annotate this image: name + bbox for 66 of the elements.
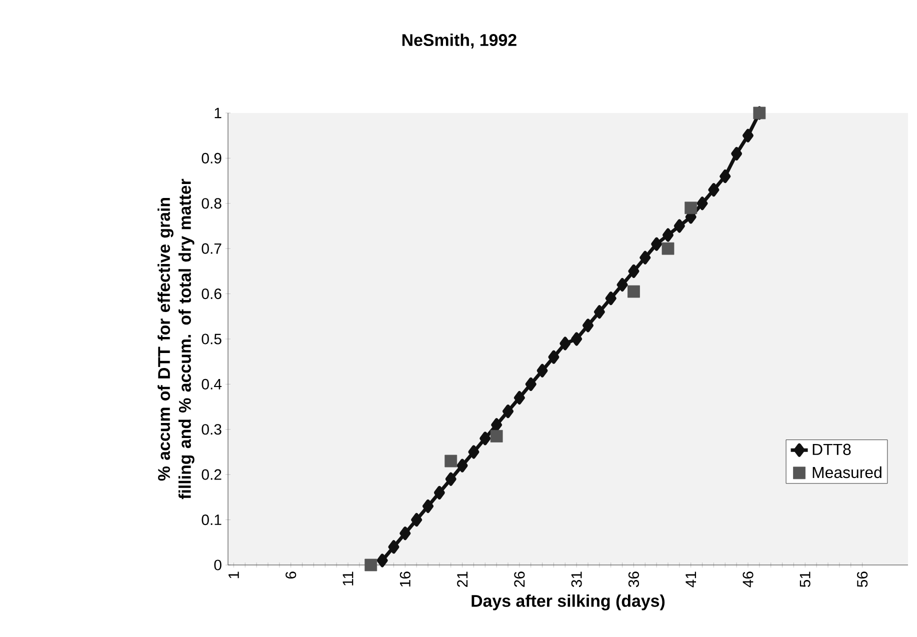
point (514, 390, 525, 404)
point (480, 432, 491, 446)
point (456, 458, 468, 472)
x-tick-label: 56 (856, 572, 868, 588)
y-tick-label: 0.4 (202, 378, 222, 390)
point (445, 472, 456, 486)
x-tick-label: 21 (457, 572, 468, 587)
point (548, 350, 560, 364)
y-axis-title: % accum of DTT for effective grain filling and % accum. of total dry matter (158, 178, 194, 500)
point (560, 336, 571, 350)
chart-title: NeSmith, 1992 (402, 34, 516, 48)
x-axis-title: Days after silking (days) (472, 594, 665, 610)
point (388, 540, 400, 554)
x-tick-label: 11 (342, 572, 354, 586)
point (536, 364, 548, 378)
point (674, 219, 685, 233)
point (662, 242, 674, 255)
x-tick-label: 16 (400, 572, 410, 586)
point (662, 228, 674, 242)
point (684, 202, 698, 214)
x-tick-label: 31 (571, 572, 582, 588)
point (444, 454, 458, 468)
point (605, 292, 616, 306)
legend-label: Measured (812, 466, 882, 478)
point (502, 404, 514, 418)
point (708, 183, 720, 197)
point (376, 554, 388, 568)
point (628, 285, 640, 298)
x-tick-label: 46 (742, 572, 754, 588)
y-tick-label: 0.5 (202, 334, 222, 344)
point (594, 305, 605, 319)
point (731, 146, 742, 160)
point (571, 332, 582, 346)
y-tick-label: 0 (214, 560, 222, 570)
point (742, 128, 754, 142)
y-tick-label: 0.3 (202, 424, 222, 435)
y-tick-label: 0.1 (202, 514, 222, 526)
y-tick-label: 0.6 (202, 288, 222, 300)
y-tick-label: 0.7 (202, 243, 222, 254)
legend-label: DTT8 (812, 444, 851, 456)
point (582, 318, 594, 332)
y-tick-label: 0.2 (202, 469, 222, 480)
y-tick-label: 1 (214, 108, 222, 118)
point (422, 499, 434, 513)
point (468, 445, 480, 459)
x-tick-label: 36 (628, 572, 640, 588)
x-tick-label: 1 (228, 572, 239, 578)
y-tick-label: 0.9 (202, 152, 222, 164)
x-tick-label: 41 (686, 572, 696, 588)
point (491, 418, 502, 432)
point (400, 526, 411, 540)
point (364, 558, 378, 572)
point (720, 170, 731, 184)
point (490, 430, 503, 442)
point (628, 264, 640, 278)
y-tick-label: 0.8 (202, 198, 222, 209)
point (525, 377, 536, 391)
x-tick-label: 6 (286, 572, 296, 579)
x-tick-label: 26 (514, 572, 525, 587)
point (616, 278, 628, 292)
point (434, 486, 445, 500)
point (696, 196, 708, 210)
point (640, 250, 651, 264)
point (651, 237, 662, 251)
x-tick-label: 51 (800, 572, 810, 588)
point (411, 513, 422, 527)
